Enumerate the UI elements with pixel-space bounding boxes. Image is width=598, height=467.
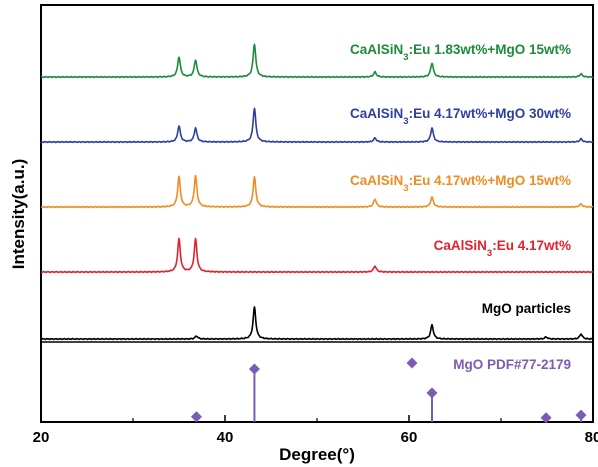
x-tick-label: 80 — [585, 429, 598, 446]
trace-line — [40, 237, 594, 274]
series-label: CaAlSiN3:Eu 4.17wt% — [434, 238, 571, 259]
x-axis-title: Degree(°) — [279, 445, 355, 464]
reference-marker — [575, 409, 587, 421]
pattern-traces — [40, 43, 594, 341]
series-label: MgO particles — [482, 301, 571, 316]
trace-line — [40, 174, 594, 209]
reference-marker — [426, 387, 438, 399]
x-tick-label: 60 — [401, 429, 418, 446]
trace-line — [40, 107, 594, 144]
reference-sticks — [190, 363, 587, 424]
y-axis-title: Intensity(a.u.) — [9, 159, 28, 270]
series-label: CaAlSiN3:Eu 1.83wt%+MgO 15wt% — [350, 42, 571, 63]
x-axis-ticks: 20 40 60 80 — [33, 415, 598, 446]
reference-legend-marker — [406, 357, 418, 369]
series-label: CaAlSiN3:Eu 4.17wt%+MgO 15wt% — [350, 173, 571, 194]
series-labels: CaAlSiN3:Eu 1.83wt%+MgO 15wt% CaAlSiN3:Eu… — [350, 42, 571, 372]
reference-marker — [248, 363, 260, 375]
reference-marker — [190, 411, 202, 423]
x-tick-label: 20 — [33, 429, 50, 446]
trace-line — [40, 306, 594, 341]
reference-marker — [540, 412, 552, 424]
x-tick-label: 40 — [217, 429, 234, 446]
series-label: CaAlSiN3:Eu 4.17wt%+MgO 30wt% — [350, 106, 571, 127]
trace-line — [40, 43, 594, 79]
reference-legend-label: MgO PDF#77-2179 — [453, 357, 571, 372]
